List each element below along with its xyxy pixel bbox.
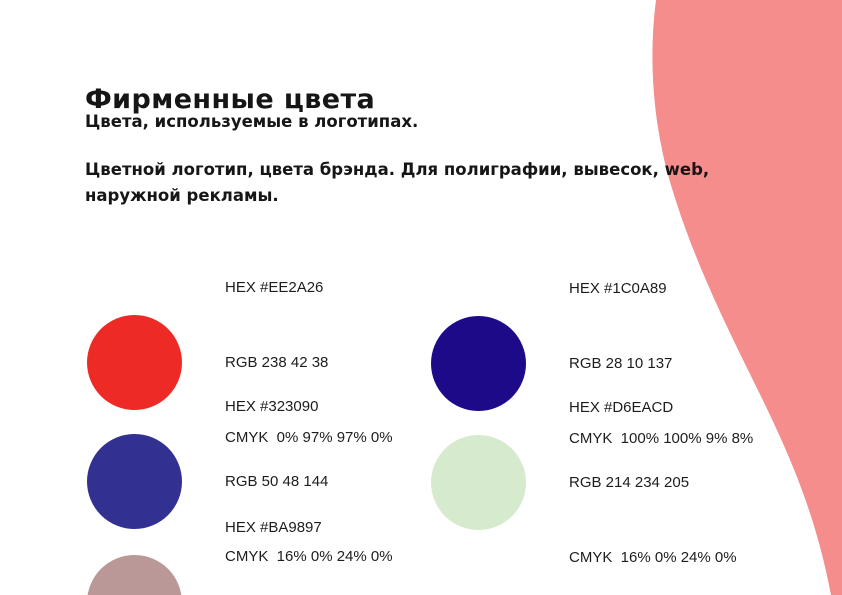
page-title: Фирменные цвета: [85, 84, 376, 116]
swatch-blue-violet: HEX #323090 RGB 50 48 144 CMYK 16% 0% 24…: [87, 344, 475, 595]
rgb-value: RGB 186 152 151: [225, 590, 475, 595]
rgb-value: RGB 28 10 137: [569, 355, 673, 372]
cmyk-value: CMYK 16% 0% 24% 0%: [225, 548, 393, 565]
color-values: HEX #EE2A26 RGB 238 42 38 CMYK 0% 97% 97…: [225, 225, 475, 500]
page-description: Цветной логотип, цвета брэнда. Для полиг…: [85, 160, 710, 205]
color-values: HEX #1C0A89 RGB 28 10 137 CMYK 100% 100%…: [569, 226, 819, 501]
swatch-red: HEX #EE2A26 RGB 238 42 38 CMYK 0% 97% 97…: [87, 225, 475, 500]
hex-value: HEX #D6EACD: [569, 399, 674, 416]
color-circle-blue-violet: [87, 434, 182, 529]
rgb-value: RGB 214 234 205: [569, 474, 690, 491]
hex-value: HEX #EE2A26: [225, 279, 324, 296]
swatch-light-green: HEX #D6EACD RGB 214 234 205 CMYK 16% 0% …: [431, 345, 819, 595]
hex-value: HEX #1C0A89: [569, 280, 667, 297]
rgb-value: RGB 50 48 144: [225, 473, 329, 490]
cmyk-value: CMYK 0% 97% 97% 0%: [225, 429, 393, 446]
color-circle-light-green: [431, 435, 526, 530]
color-values: HEX #323090 RGB 50 48 144 CMYK 16% 0% 24…: [225, 344, 475, 595]
color-circle-red: [87, 315, 182, 410]
hex-value: HEX #323090: [225, 398, 319, 415]
color-values: HEX #D6EACD RGB 214 234 205 CMYK 16% 0% …: [569, 345, 819, 595]
swatch-mauve: HEX #BA9897 RGB 186 152 151 CMYK 28% 41%…: [87, 465, 475, 595]
color-circle-dark-blue: [431, 316, 526, 411]
cmyk-value: CMYK 100% 100% 9% 8%: [569, 430, 754, 447]
cmyk-value: CMYK 16% 0% 24% 0%: [569, 549, 737, 566]
color-circle-mauve: [87, 555, 182, 595]
page-subtitle: Цвета, используемые в логотипах.: [85, 112, 419, 131]
hex-value: HEX #BA9897: [225, 519, 322, 536]
color-values: HEX #BA9897 RGB 186 152 151 CMYK 28% 41%…: [225, 465, 475, 595]
rgb-value: RGB 238 42 38: [225, 354, 329, 371]
swatch-dark-blue: HEX #1C0A89 RGB 28 10 137 CMYK 100% 100%…: [431, 226, 819, 501]
